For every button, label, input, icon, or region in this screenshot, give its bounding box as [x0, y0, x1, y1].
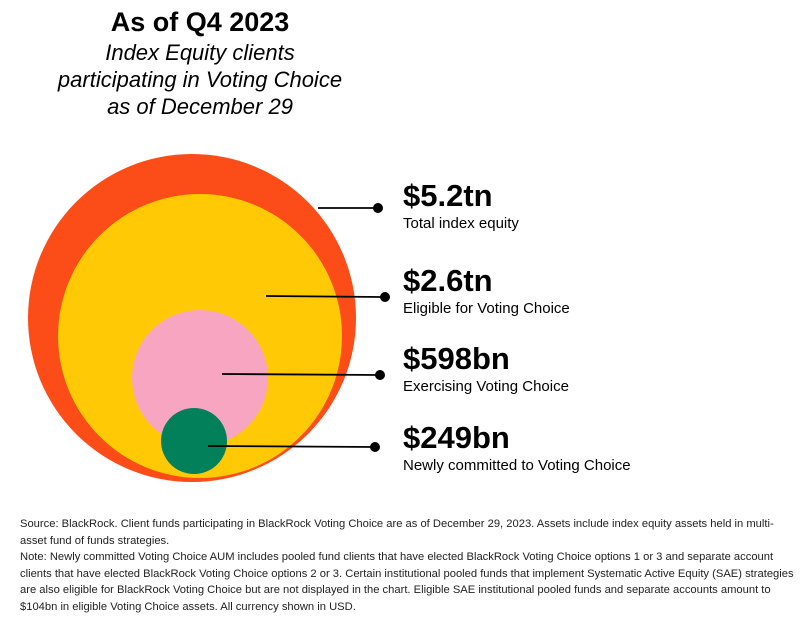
chart-title: As of Q4 2023	[110, 7, 290, 37]
subtitle-line-3: as of December 29	[107, 94, 293, 119]
footnotes: Source: BlackRock. Client funds particip…	[20, 516, 795, 615]
description-label-3: Exercising Voting Choice	[403, 378, 569, 395]
bubble-layer	[28, 154, 356, 482]
bubble-3	[132, 310, 268, 446]
description-label-2: Eligible for Voting Choice	[403, 300, 570, 317]
subtitle-line-1: Index Equity clients	[105, 40, 295, 65]
chart-subtitle: Index Equity clients participating in Vo…	[0, 39, 400, 120]
leader-dot-2	[380, 292, 390, 302]
description-label-1: Total index equity	[403, 215, 519, 232]
leader-line-3	[221, 373, 381, 376]
leader-dot-4	[370, 442, 380, 452]
nested-bubble-chart: $5.2tn Total index equity $2.6tn Eligible f…	[28, 154, 631, 482]
leader-line-layer	[207, 203, 390, 452]
leader-dot-1	[373, 203, 383, 213]
value-label-4: $249bn	[403, 420, 510, 455]
label-layer: $5.2tn Total index equity $2.6tn Eligible f…	[403, 178, 631, 474]
leader-line-2	[265, 295, 386, 298]
source-note: Source: BlackRock. Client funds particip…	[20, 518, 774, 547]
leader-dot-3	[375, 370, 385, 380]
value-label-3: $598bn	[403, 341, 510, 376]
leader-line-4	[207, 445, 376, 448]
bubble-4	[161, 408, 227, 474]
methodology-note: Note: Newly committed Voting Choice AUM …	[20, 551, 794, 613]
subtitle-line-2: participating in Voting Choice	[57, 67, 343, 92]
value-label-2: $2.6tn	[403, 263, 493, 298]
description-label-4: Newly committed to Voting Choice	[403, 457, 631, 474]
value-label-1: $5.2tn	[403, 178, 493, 213]
